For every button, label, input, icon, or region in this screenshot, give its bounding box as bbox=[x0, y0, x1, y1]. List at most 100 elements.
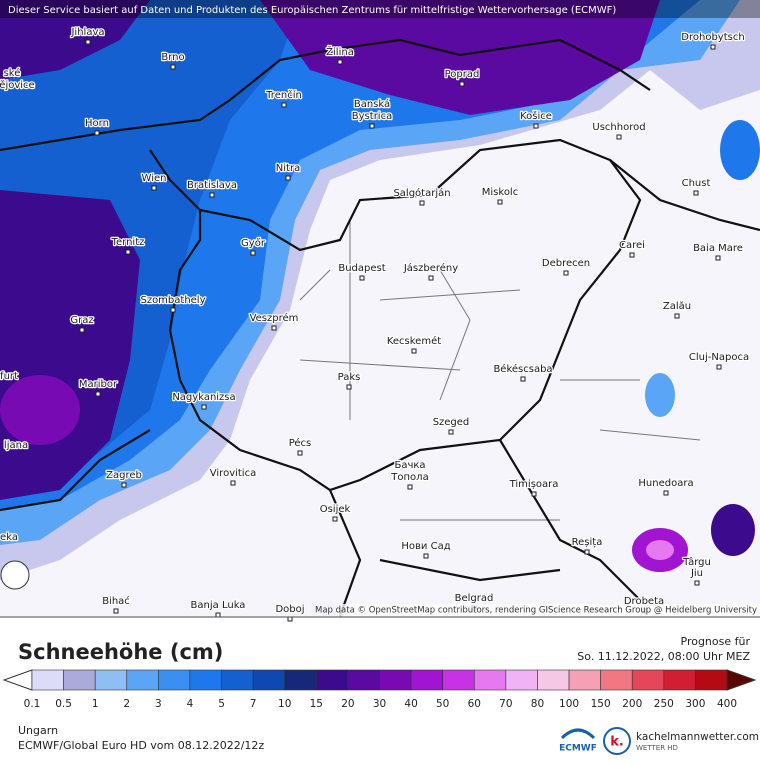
city-label: Veszprém bbox=[250, 312, 299, 324]
city-dot bbox=[287, 616, 293, 622]
city-label: Debrecen bbox=[542, 258, 590, 269]
colorbar-box bbox=[379, 669, 412, 691]
colorbar-label: 5 bbox=[218, 698, 225, 710]
city-label: Pécs bbox=[289, 437, 312, 449]
city-label: Maribor bbox=[79, 379, 118, 390]
site-sub: WETTER HD bbox=[636, 744, 678, 752]
colorbar-label: 7 bbox=[250, 698, 257, 710]
city-label: Baia Mare bbox=[693, 243, 743, 254]
city-dot bbox=[94, 130, 100, 136]
city-label: Szeged bbox=[433, 417, 470, 428]
colorbar-box bbox=[126, 669, 159, 691]
city-label: Ternitz bbox=[111, 237, 145, 248]
city-dot bbox=[423, 553, 429, 559]
city-label: Uschhorod bbox=[592, 122, 645, 133]
city-dot bbox=[209, 192, 215, 198]
city-label: Belgrad bbox=[455, 593, 494, 604]
city-dot bbox=[520, 376, 526, 382]
national-borders bbox=[0, 38, 760, 617]
city-dot bbox=[459, 81, 465, 87]
colorbar-box bbox=[347, 669, 380, 691]
city-label: Žilina bbox=[326, 45, 354, 58]
city-label: Brno bbox=[161, 52, 184, 63]
city-label: Нови Сад bbox=[401, 541, 450, 552]
snow-spot bbox=[645, 373, 675, 417]
colorbar-box bbox=[473, 669, 507, 691]
forecast-time: So. 11.12.2022, 08:00 Uhr MEZ bbox=[577, 650, 750, 663]
colorbar-box bbox=[600, 669, 633, 691]
city-dot bbox=[113, 608, 119, 614]
city-label: Košice bbox=[520, 110, 552, 122]
colorbar-under bbox=[2, 669, 33, 691]
city-dot bbox=[533, 123, 539, 129]
city-label: Jiu bbox=[690, 568, 703, 579]
city-label: Banská bbox=[354, 98, 390, 110]
city-label: Bystrica bbox=[352, 111, 392, 122]
city-label: Salgótarján bbox=[393, 187, 450, 199]
colorbar-box bbox=[252, 669, 286, 691]
attribution: Map data © OpenStreetMap contributors, r… bbox=[315, 606, 757, 616]
city-label: Nagykanizsa bbox=[172, 392, 235, 403]
city-label: ské bbox=[4, 67, 21, 79]
city-label: ljana bbox=[4, 440, 28, 451]
city-label: Miskolc bbox=[482, 187, 518, 198]
city-label: Paks bbox=[338, 372, 361, 383]
city-dot bbox=[448, 429, 454, 435]
colorbar-over bbox=[726, 669, 757, 691]
map: Jihlava Brno Žilina Poprad Drohobytsch skéějo… bbox=[0, 0, 760, 622]
snow-top-purple bbox=[260, 0, 660, 115]
city-label: Bratislava bbox=[187, 180, 237, 191]
colorbar-label: 50 bbox=[436, 698, 449, 710]
region: Ungarn bbox=[18, 724, 58, 737]
city-dot bbox=[369, 123, 375, 129]
colorbar-box bbox=[695, 669, 728, 691]
city-dot bbox=[95, 391, 101, 397]
header-notice: Dieser Service basiert auf Daten und Pro… bbox=[8, 5, 616, 16]
city-label: Reșița bbox=[572, 537, 603, 548]
city-label: Târgu bbox=[682, 556, 711, 568]
city-label: Doboj bbox=[275, 604, 304, 615]
city-dot bbox=[419, 200, 425, 206]
city-dot bbox=[79, 327, 85, 333]
city-label: Szombathely bbox=[140, 295, 205, 306]
colorbar-label: 0.1 bbox=[24, 698, 41, 710]
city-dot bbox=[411, 348, 417, 354]
city-label: Cluj-Napoca bbox=[689, 352, 749, 363]
city-label: furt bbox=[0, 371, 18, 382]
colorbar: 0.1 0.5 1 2 3 4 5 7 10 15 20 30 40 50 60 70 80 100 150 200 2… bbox=[2, 669, 757, 710]
city-dot bbox=[201, 404, 207, 410]
snow-spot bbox=[646, 540, 674, 560]
city-label: Hunedoara bbox=[638, 478, 693, 489]
snow-spot bbox=[0, 375, 80, 445]
city-label: Carei bbox=[619, 240, 645, 251]
colorbar-label: 60 bbox=[468, 698, 481, 710]
city-dot bbox=[297, 450, 303, 456]
city-dot bbox=[563, 270, 569, 276]
city-label: Chust bbox=[682, 178, 711, 189]
city-dot bbox=[346, 384, 352, 390]
city-dot bbox=[497, 199, 503, 205]
city-label: ějovice bbox=[0, 79, 35, 91]
colorbar-box bbox=[442, 669, 475, 691]
city-dot bbox=[332, 516, 338, 522]
coast bbox=[0, 560, 30, 590]
city-dot bbox=[121, 482, 127, 488]
city-label: Бачка bbox=[394, 460, 425, 471]
city-label: Zagreb bbox=[106, 470, 142, 481]
city-labels: Jihlava Brno Žilina Poprad Drohobytsch skéějo… bbox=[0, 26, 750, 622]
city-dot bbox=[170, 64, 176, 70]
colorbar-label: 400 bbox=[717, 698, 737, 710]
city-dot bbox=[359, 275, 365, 281]
city-dot bbox=[616, 134, 622, 140]
city-label: Топола bbox=[390, 472, 428, 483]
colorbar-box bbox=[537, 669, 570, 691]
city-label: Virovitica bbox=[210, 468, 256, 479]
city-dot bbox=[693, 190, 699, 196]
colorbar-box bbox=[31, 669, 64, 691]
colorbar-label: 150 bbox=[591, 698, 611, 710]
city-dot bbox=[337, 59, 343, 65]
city-dot bbox=[584, 549, 590, 555]
city-dot bbox=[428, 275, 434, 281]
colorbar-label: 4 bbox=[187, 698, 194, 710]
